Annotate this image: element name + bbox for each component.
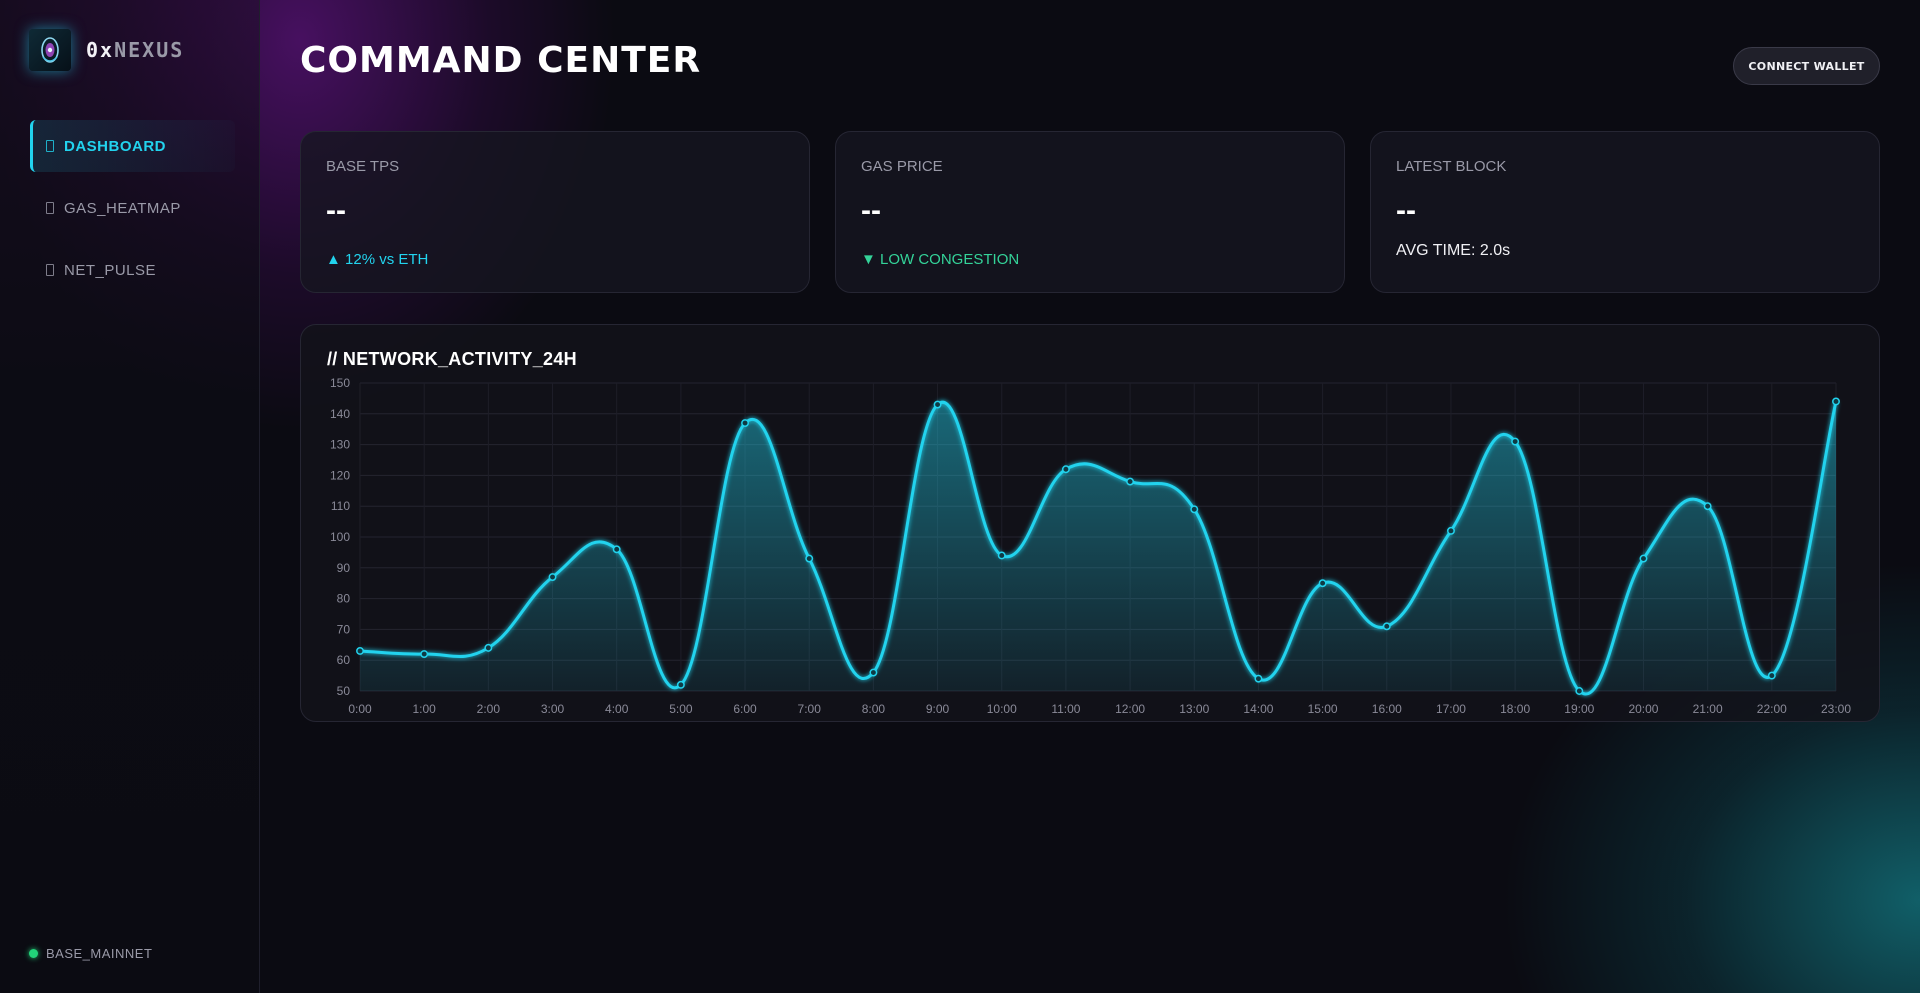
panel-title: // NETWORK_ACTIVITY_24H — [327, 349, 577, 369]
data-point[interactable] — [1447, 526, 1455, 535]
data-point[interactable] — [1318, 579, 1327, 588]
sidebar-nav: DASHBOARD GAS_HEATMAP NET_PULSE — [30, 120, 235, 306]
stat-card-latest-block: LATEST BLOCK -- AVG TIME: 2.0s — [1370, 131, 1880, 293]
nav-item-icon — [46, 140, 54, 152]
x-tick-label: 14:00 — [1243, 702, 1273, 716]
stat-sub: ▲ 12% vs ETH — [326, 251, 429, 268]
x-tick-label: 16:00 — [1372, 702, 1402, 716]
sidebar-item-label: NET_PULSE — [64, 261, 157, 279]
y-tick-label: 80 — [337, 592, 351, 606]
y-tick-label: 100 — [330, 530, 350, 544]
data-point[interactable] — [676, 680, 685, 689]
x-tick-label: 13:00 — [1179, 702, 1209, 716]
sidebar-item-label: DASHBOARD — [64, 137, 166, 155]
network-label: BASE_MAINNET — [46, 946, 153, 961]
data-point[interactable] — [420, 650, 429, 658]
network-activity-chart: 50 60 70 80 90 100 110 120 130 140 150 0:00 1:00 2:00… — [330, 376, 1851, 716]
network-activity-panel: // NETWORK_ACTIVITY_24H 50 60 70 80 90 100 110… — [300, 324, 1880, 722]
stat-label: BASE TPS — [326, 158, 400, 175]
y-tick-label: 120 — [330, 468, 350, 482]
sidebar-item-dashboard[interactable]: DASHBOARD — [30, 120, 235, 172]
x-tick-label: 22:00 — [1757, 702, 1787, 716]
stat-sub: AVG TIME: 2.0s — [1396, 242, 1511, 259]
series-line — [359, 400, 1838, 696]
y-tick-label: 50 — [337, 684, 351, 698]
x-tick-label: 10:00 — [987, 702, 1017, 716]
x-tick-label: 6:00 — [733, 702, 757, 716]
data-point[interactable] — [933, 400, 942, 409]
data-point[interactable] — [612, 545, 621, 554]
sidebar-item-gas-heatmap[interactable]: GAS_HEATMAP — [30, 182, 235, 234]
brand-name-prefix: 0x — [86, 38, 115, 62]
x-tick-label: 19:00 — [1564, 702, 1594, 716]
connect-wallet-button[interactable]: CONNECT WALLET — [1733, 47, 1880, 85]
nav-item-icon — [46, 264, 54, 276]
data-point[interactable] — [997, 551, 1006, 560]
x-tick-label: 9:00 — [926, 702, 950, 716]
x-tick-label: 0:00 — [348, 702, 372, 716]
data-point[interactable] — [1703, 502, 1712, 511]
x-tick-label: 8:00 — [862, 702, 886, 716]
sidebar-item-label: GAS_HEATMAP — [64, 199, 181, 217]
y-tick-label: 60 — [337, 653, 351, 667]
data-point[interactable] — [1767, 671, 1776, 680]
x-tick-label: 3:00 — [541, 702, 565, 716]
sidebar-item-net-pulse[interactable]: NET_PULSE — [30, 244, 235, 296]
stat-label: GAS PRICE — [861, 158, 943, 175]
x-tick-label: 23:00 — [1821, 702, 1851, 716]
data-point[interactable] — [1061, 465, 1070, 474]
y-tick-label: 130 — [330, 438, 350, 452]
x-tick-label: 21:00 — [1693, 702, 1723, 716]
brand-name-suffix: NEXUS — [114, 38, 185, 62]
data-point[interactable] — [484, 643, 493, 652]
stat-value: -- — [326, 194, 346, 227]
nav-item-icon — [46, 202, 54, 214]
data-point[interactable] — [805, 554, 814, 563]
x-tick-label: 12:00 — [1115, 702, 1145, 716]
data-point[interactable] — [869, 668, 878, 677]
x-tick-label: 18:00 — [1500, 702, 1530, 716]
x-tick-label: 15:00 — [1308, 702, 1338, 716]
stat-value: -- — [861, 194, 881, 227]
x-tick-label: 1:00 — [412, 702, 436, 716]
data-point[interactable] — [356, 647, 364, 655]
stat-value: -- — [1396, 194, 1416, 227]
sidebar: 0xNEXUS DASHBOARD GAS_HEATMAP NET_PULSE … — [0, 0, 260, 993]
stat-card-gas-price: GAS PRICE -- ▼ LOW CONGESTION — [835, 131, 1345, 293]
x-tick-label: 11:00 — [1051, 702, 1080, 716]
x-tick-label: 20:00 — [1628, 702, 1658, 716]
y-tick-label: 90 — [337, 561, 351, 575]
x-tick-label: 4:00 — [605, 702, 629, 716]
network-status: BASE_MAINNET — [29, 946, 152, 961]
stat-label: LATEST BLOCK — [1396, 158, 1507, 175]
series-area — [360, 401, 1836, 695]
brand[interactable]: 0xNEXUS — [29, 29, 184, 71]
y-tick-label: 110 — [331, 499, 350, 513]
data-point[interactable] — [1126, 477, 1135, 486]
data-point[interactable] — [548, 573, 557, 581]
brand-name: 0xNEXUS — [86, 38, 184, 62]
orb-logo-icon — [29, 29, 71, 71]
x-tick-label: 2:00 — [477, 702, 501, 716]
stat-sub: ▼ LOW CONGESTION — [861, 251, 1020, 268]
data-point[interactable] — [1832, 397, 1840, 406]
data-point[interactable] — [1254, 674, 1263, 683]
data-point[interactable] — [741, 419, 749, 427]
data-point[interactable] — [1190, 505, 1199, 514]
data-point[interactable] — [1511, 437, 1520, 446]
x-tick-label: 7:00 — [798, 702, 822, 716]
data-point[interactable] — [1639, 554, 1648, 563]
data-point[interactable] — [1382, 622, 1391, 631]
page-title: COMMAND CENTER — [300, 40, 702, 81]
stat-card-base-tps: BASE TPS -- ▲ 12% vs ETH — [300, 131, 810, 293]
y-tick-label: 150 — [330, 376, 350, 390]
data-point[interactable] — [1575, 687, 1584, 695]
x-tick-label: 5:00 — [669, 702, 693, 716]
y-tick-label: 140 — [330, 407, 350, 421]
x-tick-label: 17:00 — [1436, 702, 1466, 716]
y-tick-label: 70 — [337, 622, 351, 636]
status-dot-icon — [29, 949, 38, 958]
